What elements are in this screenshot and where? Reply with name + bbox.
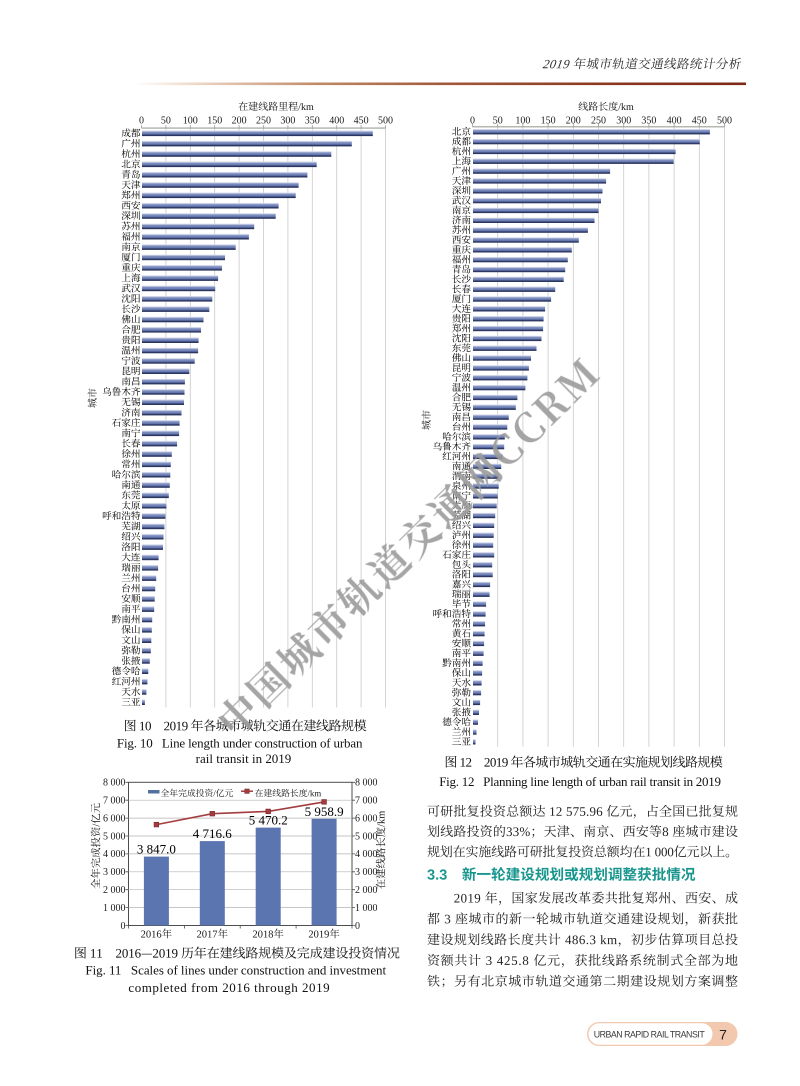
svg-text:3 847.0: 3 847.0	[137, 842, 176, 857]
svg-text:3 000: 3 000	[103, 867, 126, 878]
svg-text:150: 150	[541, 116, 556, 127]
svg-text:400: 400	[329, 116, 344, 127]
svg-text:0: 0	[121, 921, 126, 932]
svg-text:5 470.2: 5 470.2	[249, 813, 288, 828]
svg-text:Fig. 10 Line length under co: Fig. 10 Line length under construction o…	[117, 735, 363, 750]
svg-text:250: 250	[256, 116, 271, 127]
svg-text:7 000: 7 000	[103, 796, 126, 807]
svg-text:350: 350	[641, 116, 656, 127]
svg-text:0: 0	[139, 116, 144, 127]
svg-text:300: 300	[616, 116, 631, 127]
svg-text:6 000: 6 000	[355, 813, 378, 824]
svg-text:Fig. 11 Scales of lines unde: Fig. 11 Scales of lines under constructi…	[85, 963, 386, 978]
svg-text:Fig. 12 Planning line length: Fig. 12 Planning line length of urban ra…	[439, 774, 721, 789]
svg-text:500: 500	[378, 116, 393, 127]
svg-text:2 000: 2 000	[103, 885, 126, 896]
svg-text:2 000: 2 000	[355, 885, 378, 896]
svg-text:5 000: 5 000	[103, 831, 126, 842]
svg-text:150: 150	[207, 116, 222, 127]
svg-text:50: 50	[161, 116, 171, 127]
svg-text:5 958.9: 5 958.9	[305, 804, 344, 819]
svg-text:450: 450	[354, 116, 369, 127]
svg-text:50: 50	[493, 116, 503, 127]
svg-text:1 000: 1 000	[103, 903, 126, 914]
svg-text:250: 250	[591, 116, 606, 127]
svg-text:200: 200	[566, 116, 581, 127]
svg-text:3 000: 3 000	[355, 867, 378, 878]
svg-text:0: 0	[470, 116, 475, 127]
svg-text:URBAN RAPID RAIL TRANSIT: URBAN RAPID RAIL TRANSIT	[594, 1030, 706, 1040]
svg-text:7 000: 7 000	[355, 796, 378, 807]
svg-text:300: 300	[280, 116, 295, 127]
svg-text:450: 450	[692, 116, 707, 127]
svg-text:1 000: 1 000	[355, 903, 378, 914]
svg-text:4 000: 4 000	[103, 849, 126, 860]
svg-text:500: 500	[717, 116, 732, 127]
svg-text:200: 200	[232, 116, 247, 127]
svg-text:8 000: 8 000	[103, 778, 126, 789]
svg-text:8 000: 8 000	[355, 778, 378, 789]
svg-text:completed from 2016 through 20: completed from 2016 through 2019	[128, 980, 329, 995]
svg-text:400: 400	[667, 116, 682, 127]
svg-text:4 716.6: 4 716.6	[193, 826, 233, 841]
svg-text:rail transit in 2019: rail transit in 2019	[196, 751, 292, 766]
svg-text:4 000: 4 000	[355, 849, 378, 860]
svg-text:0: 0	[355, 921, 360, 932]
svg-text:350: 350	[305, 116, 320, 127]
svg-text:5 000: 5 000	[355, 831, 378, 842]
svg-text:7: 7	[719, 1027, 727, 1043]
svg-text:6 000: 6 000	[103, 813, 126, 824]
svg-text:100: 100	[183, 116, 198, 127]
svg-text:100: 100	[515, 116, 530, 127]
